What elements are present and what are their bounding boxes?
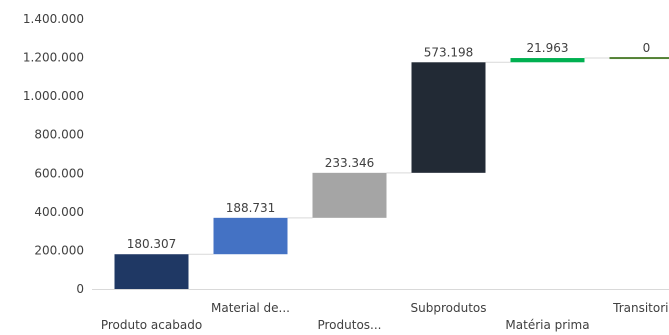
data-label: 188.731 xyxy=(226,201,276,215)
x-tick-label: Produtos... xyxy=(317,318,381,332)
data-label: 233.346 xyxy=(325,156,375,170)
bars xyxy=(114,57,669,289)
x-tick-label: Material de... xyxy=(211,301,290,315)
data-label: 573.198 xyxy=(424,45,474,59)
y-tick-label: 200.000 xyxy=(34,243,84,257)
x-tick-label: Produto acabado xyxy=(101,318,202,332)
y-axis: 0 200.000 400.000 600.000 800.000 1.000.000 1.… xyxy=(23,12,84,296)
connectors xyxy=(188,57,610,255)
y-tick-label: 600.000 xyxy=(34,166,84,180)
x-tick-label: Transitoria xyxy=(612,301,669,315)
y-tick-label: 0 xyxy=(76,282,84,296)
data-label: 21.963 xyxy=(527,41,569,55)
bar xyxy=(114,254,189,289)
y-tick-label: 400.000 xyxy=(34,205,84,219)
bar xyxy=(213,217,288,255)
y-tick-label: 1.000.000 xyxy=(23,89,84,103)
x-tick-label: Matéria prima xyxy=(505,318,589,332)
bar xyxy=(609,57,669,60)
x-tick-label: Subprodutos xyxy=(411,301,487,315)
data-label: 180.307 xyxy=(127,237,177,251)
bar xyxy=(510,58,585,63)
x-axis: Produto acabado Material de... Produtos...… xyxy=(101,301,669,332)
data-label: 0 xyxy=(643,41,651,55)
data-labels: 180.307 188.731 233.346 573.198 21.963 0 xyxy=(127,41,651,251)
y-tick-label: 800.000 xyxy=(34,128,84,142)
y-tick-label: 1.400.000 xyxy=(23,12,84,26)
bar xyxy=(411,62,486,173)
y-tick-label: 1.200.000 xyxy=(23,51,84,65)
bar xyxy=(312,172,387,218)
